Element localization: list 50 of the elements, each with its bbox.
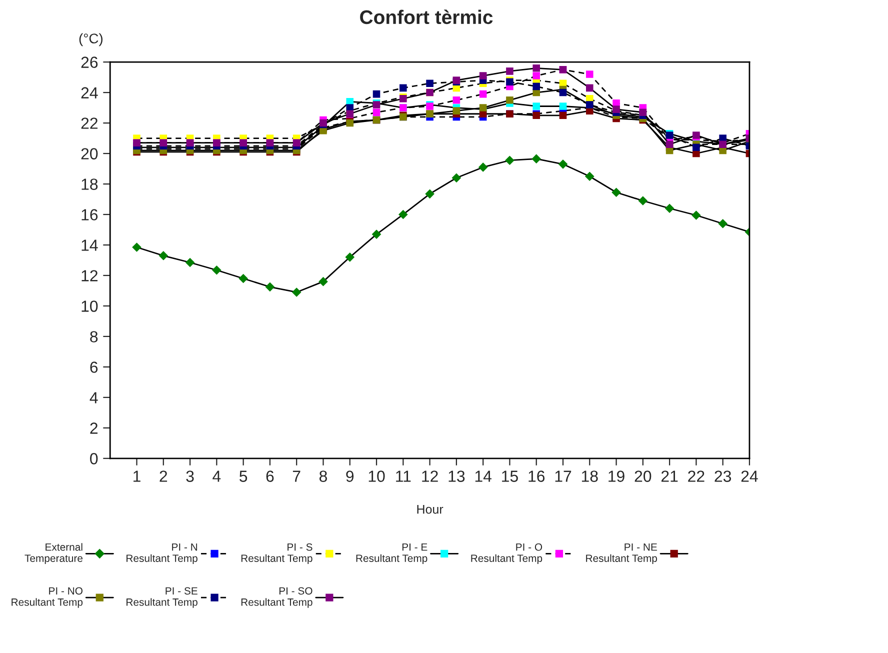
x-tick-label: 2 (160, 470, 168, 482)
legend-label: PI - SO Resultant Temp (241, 587, 312, 608)
x-tick-label: 24 (741, 470, 758, 482)
legend-label: PI - NE Resultant Temp (586, 543, 657, 564)
y-tick-label: 16 (82, 209, 98, 220)
x-tick-label: 1 (134, 470, 140, 482)
legend-label: PI - E Resultant Temp (356, 543, 428, 564)
y-tick-label: 14 (82, 240, 98, 251)
y-tick-label: 26 (81, 56, 98, 68)
x-tick-label: 18 (582, 470, 598, 482)
x-tick-label: 3 (186, 470, 194, 482)
y-tick-label: 4 (90, 392, 98, 404)
x-tick-label: 5 (240, 470, 248, 482)
x-tick-label: 6 (266, 470, 274, 482)
y-tick-label: 2 (90, 422, 98, 434)
x-tick-label: 14 (475, 470, 492, 482)
x-tick-label: 23 (714, 470, 732, 482)
x-tick-label: 7 (292, 470, 300, 482)
x-tick-label: 9 (346, 470, 354, 482)
x-tick-label: 11 (396, 470, 411, 482)
y-tick-label: 18 (82, 178, 98, 190)
x-tick-label: 12 (422, 470, 438, 482)
x-tick-label: 10 (368, 470, 385, 482)
legend-label: PI - O Resultant Temp (471, 543, 542, 564)
x-tick-label: 22 (688, 470, 704, 482)
y-tick-label: 8 (90, 331, 98, 342)
y-tick-label: 10 (82, 300, 98, 312)
legend-label: External Temperature (24, 543, 83, 564)
x-axis-title: Hour (417, 505, 444, 514)
x-tick-label: 20 (634, 470, 652, 482)
legend-label: PI - SE Resultant Temp (126, 587, 198, 608)
x-tick-label: 19 (608, 470, 624, 482)
x-tick-label: 15 (502, 470, 518, 482)
y-tick-label: 12 (82, 270, 98, 282)
legend-label: PI - NO Resultant Temp (12, 587, 83, 608)
y-tick-label: 6 (90, 362, 98, 373)
legend-label: PI - N Resultant Temp (126, 543, 198, 564)
y-tick-label: 22 (81, 118, 98, 129)
x-tick-label: 16 (528, 470, 545, 482)
x-tick-label: 13 (448, 470, 465, 482)
x-tick-label: 17 (555, 470, 572, 482)
x-tick-label: 21 (661, 470, 678, 482)
x-tick-label: 4 (212, 470, 221, 482)
x-tick-label: 8 (319, 470, 327, 482)
y-tick-label: 0 (90, 453, 98, 464)
chart-title: Confort tèrmic (360, 10, 493, 24)
y-axis-title: (°C) (79, 33, 102, 46)
legend-label: PI - S Resultant Temp (241, 543, 312, 564)
y-tick-label: 24 (81, 87, 98, 98)
y-tick-label: 20 (81, 148, 98, 160)
